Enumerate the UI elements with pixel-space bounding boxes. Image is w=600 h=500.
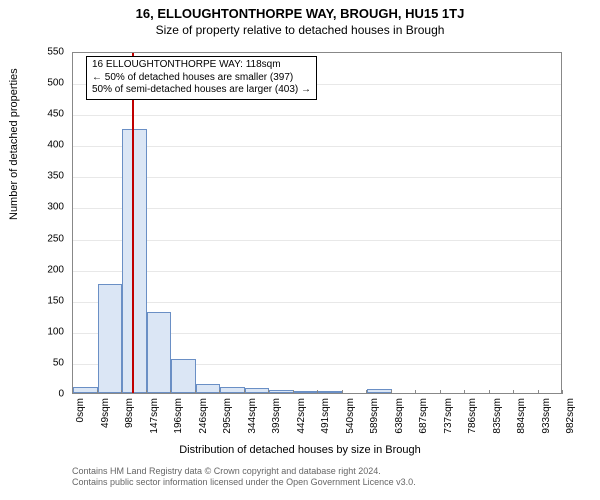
histogram-bar <box>196 384 221 393</box>
x-tick-label: 147sqm <box>149 398 160 434</box>
x-tick-mark <box>72 390 73 394</box>
y-tick-label: 0 <box>34 389 64 400</box>
x-tick-mark <box>415 390 416 394</box>
x-tick-label: 982sqm <box>565 398 576 434</box>
x-tick-label: 344sqm <box>247 398 258 434</box>
x-tick-mark <box>97 390 98 394</box>
x-tick-mark <box>464 390 465 394</box>
x-tick-label: 0sqm <box>75 398 86 422</box>
x-tick-mark <box>440 390 441 394</box>
x-tick-mark <box>538 390 539 394</box>
x-tick-mark <box>219 390 220 394</box>
x-tick-label: 295sqm <box>222 398 233 434</box>
x-tick-label: 884sqm <box>516 398 527 434</box>
x-tick-label: 246sqm <box>198 398 209 434</box>
histogram-bar <box>122 129 147 393</box>
x-tick-label: 196sqm <box>173 398 184 434</box>
y-tick-label: 50 <box>34 357 64 368</box>
y-axis-label: Number of detached properties <box>8 68 20 220</box>
histogram-bar <box>98 284 123 393</box>
footer-attribution: Contains HM Land Registry data © Crown c… <box>72 466 416 489</box>
x-tick-label: 49sqm <box>100 398 111 428</box>
x-tick-label: 786sqm <box>467 398 478 434</box>
histogram-bar <box>245 388 270 393</box>
x-axis-label: Distribution of detached houses by size … <box>0 444 600 456</box>
y-tick-label: 450 <box>34 109 64 120</box>
histogram-bar <box>318 391 343 393</box>
x-tick-mark <box>195 390 196 394</box>
plot-region <box>72 52 562 394</box>
y-tick-label: 100 <box>34 326 64 337</box>
callout-line-3: 50% of semi-detached houses are larger (… <box>92 84 311 97</box>
histogram-bar <box>73 387 98 393</box>
y-tick-label: 200 <box>34 264 64 275</box>
x-tick-label: 393sqm <box>271 398 282 434</box>
x-tick-mark <box>146 390 147 394</box>
callout-box: 16 ELLOUGHTONTHORPE WAY: 118sqm ← 50% of… <box>86 56 317 100</box>
x-tick-label: 835sqm <box>492 398 503 434</box>
x-axis-ticks: 0sqm 49sqm 98sqm 147sqm 196sqm 246sqm 295sqm 34… <box>72 394 562 444</box>
x-tick-label: 442sqm <box>296 398 307 434</box>
x-tick-label: 98sqm <box>124 398 135 428</box>
chart-area: 16 ELLOUGHTONTHORPE WAY: 118sqm ← 50% of… <box>72 52 562 394</box>
reference-line <box>132 53 134 393</box>
footer-line-1: Contains HM Land Registry data © Crown c… <box>72 466 416 477</box>
x-tick-mark <box>268 390 269 394</box>
histogram-bar <box>147 312 172 393</box>
y-tick-label: 350 <box>34 171 64 182</box>
histogram-bar <box>367 389 392 393</box>
x-tick-label: 933sqm <box>541 398 552 434</box>
x-tick-mark <box>562 390 563 394</box>
y-tick-label: 500 <box>34 78 64 89</box>
histogram-bar <box>171 359 196 393</box>
histogram-bar <box>294 391 319 393</box>
footer-line-2: Contains public sector information licen… <box>72 477 416 488</box>
page-subtitle: Size of property relative to detached ho… <box>0 21 600 37</box>
callout-line-1: 16 ELLOUGHTONTHORPE WAY: 118sqm <box>92 59 311 72</box>
x-tick-label: 540sqm <box>345 398 356 434</box>
x-tick-mark <box>244 390 245 394</box>
y-axis-ticks: 050100150200250300350400450500550 <box>34 52 68 394</box>
x-tick-mark <box>317 390 318 394</box>
x-tick-mark <box>121 390 122 394</box>
histogram-bar <box>269 390 294 393</box>
x-tick-label: 491sqm <box>320 398 331 434</box>
x-tick-label: 737sqm <box>443 398 454 434</box>
gridline <box>73 115 561 116</box>
x-tick-label: 638sqm <box>394 398 405 434</box>
x-tick-label: 687sqm <box>418 398 429 434</box>
y-tick-label: 300 <box>34 202 64 213</box>
y-tick-label: 400 <box>34 140 64 151</box>
x-tick-mark <box>366 390 367 394</box>
y-tick-label: 250 <box>34 233 64 244</box>
callout-line-2: ← 50% of detached houses are smaller (39… <box>92 72 311 85</box>
y-tick-label: 150 <box>34 295 64 306</box>
y-tick-label: 550 <box>34 47 64 58</box>
histogram-bar <box>220 387 245 393</box>
x-tick-mark <box>391 390 392 394</box>
x-tick-mark <box>513 390 514 394</box>
x-tick-label: 589sqm <box>369 398 380 434</box>
x-tick-mark <box>293 390 294 394</box>
x-tick-mark <box>489 390 490 394</box>
x-tick-mark <box>170 390 171 394</box>
x-tick-mark <box>342 390 343 394</box>
page-title: 16, ELLOUGHTONTHORPE WAY, BROUGH, HU15 1… <box>0 0 600 21</box>
